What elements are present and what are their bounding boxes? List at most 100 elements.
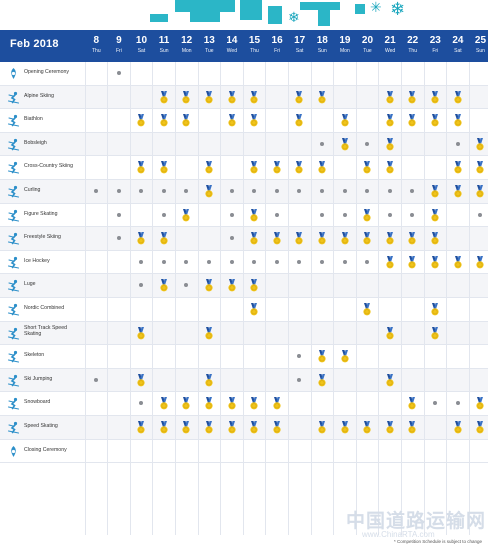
final-day-medal: [424, 204, 446, 226]
dot-icon: [139, 283, 144, 288]
top-banner-graphic: ❄ ✳ ❄: [0, 0, 488, 30]
dot-icon: [274, 212, 279, 217]
final-day-medal: [243, 392, 265, 414]
sport-row: Cross-Country Skiing: [0, 156, 488, 180]
final-day-medal: [311, 369, 333, 391]
luge-icon: [7, 279, 20, 292]
final-day-medal: [130, 227, 152, 249]
sport-row: Short Track Speed Skating: [0, 321, 488, 346]
final-day-medal: [469, 133, 488, 155]
schedule-grid: Opening Ceremony Alpine Skiing Biathlon Bob…: [0, 62, 488, 535]
medal-icon: [137, 326, 145, 340]
event-day-dot: [356, 180, 378, 202]
event-day-dot: [447, 392, 469, 414]
dot-icon: [365, 189, 370, 193]
event-day-dot: [401, 180, 423, 202]
event-day-dot: [311, 204, 333, 226]
final-day-medal: [198, 156, 220, 178]
dot-icon: [320, 189, 324, 193]
dot-icon: [320, 141, 324, 146]
dot-icon: [116, 212, 121, 217]
medal-icon: [431, 90, 439, 104]
day-column-header: 20 Tue: [356, 30, 379, 62]
medal-icon: [386, 90, 394, 104]
final-day-medal: [175, 86, 197, 108]
final-day-medal: [379, 156, 401, 178]
medal-icon: [386, 373, 394, 387]
medal-icon: [318, 373, 326, 387]
medal-icon: [408, 114, 416, 127]
final-day-medal: [153, 227, 175, 249]
final-day-medal: [469, 416, 488, 438]
final-day-medal: [424, 86, 446, 108]
final-day-medal: [401, 251, 423, 273]
event-day-dot: [401, 204, 423, 226]
dot-icon: [252, 189, 257, 193]
event-day-dot: [221, 227, 243, 249]
medal-icon: [408, 90, 416, 104]
column-divider: [355, 62, 357, 535]
medal-icon: [340, 137, 349, 151]
medal-icon: [318, 421, 326, 434]
dot-icon: [342, 189, 347, 193]
final-day-medal: [356, 227, 378, 249]
sport-name: Closing Ceremony: [24, 446, 67, 453]
final-day-medal: [198, 86, 220, 108]
sport-name: Alpine Skiing: [24, 92, 54, 99]
final-day-medal: [424, 251, 446, 273]
column-divider: [129, 62, 131, 535]
final-day-medal: [243, 156, 265, 178]
day-column-header: 10 Sat: [130, 30, 153, 62]
final-day-medal: [198, 274, 220, 296]
event-day-dot: [266, 251, 288, 273]
event-day-dot: [334, 204, 356, 226]
medal-icon: [182, 114, 190, 127]
final-day-medal: [379, 109, 401, 131]
medal-icon: [431, 208, 439, 222]
column-divider: [242, 62, 244, 535]
day-column-header: 24 Sat: [447, 30, 470, 62]
day-weekday: Sun: [317, 48, 327, 54]
final-day-medal: [153, 274, 175, 296]
dot-icon: [139, 401, 144, 406]
day-column-header: 22 Thu: [401, 30, 424, 62]
day-weekday: Fri: [432, 48, 439, 54]
medal-icon: [476, 137, 484, 151]
dot-icon: [342, 259, 347, 264]
event-day-dot: [153, 251, 175, 273]
event-day-dot: [266, 204, 288, 226]
column-divider: [468, 62, 470, 535]
sport-name: Nordic Combined: [24, 305, 65, 311]
column-divider: [152, 62, 154, 535]
event-day-dot: [469, 204, 488, 226]
medal-icon: [137, 373, 145, 387]
medal-icon: [476, 255, 484, 269]
day-weekday: Thu: [408, 48, 417, 54]
sport-row: Biathlon: [0, 109, 488, 133]
medal-icon: [386, 232, 394, 245]
event-day-dot: [424, 392, 446, 414]
final-day-medal: [221, 109, 243, 131]
dot-icon: [229, 189, 234, 193]
final-day-medal: [130, 109, 152, 131]
day-number: 22: [407, 35, 419, 46]
medal-icon: [431, 326, 439, 340]
final-day-medal: [379, 369, 401, 391]
column-divider: [265, 62, 267, 535]
ceremony-icon: [7, 67, 20, 80]
final-day-medal: [379, 86, 401, 108]
medal-icon: [160, 90, 168, 104]
column-divider: [378, 62, 380, 535]
medal-icon: [250, 114, 258, 127]
final-day-medal: [379, 227, 401, 249]
medal-icon: [453, 114, 462, 127]
medal-icon: [182, 397, 190, 410]
day-number: 12: [181, 35, 193, 46]
medal-icon: [137, 232, 145, 245]
final-day-medal: [243, 204, 265, 226]
event-day-dot: [334, 251, 356, 273]
final-day-medal: [221, 416, 243, 438]
column-divider: [423, 62, 425, 535]
medal-icon: [431, 232, 439, 245]
day-weekday: Tue: [205, 48, 214, 54]
